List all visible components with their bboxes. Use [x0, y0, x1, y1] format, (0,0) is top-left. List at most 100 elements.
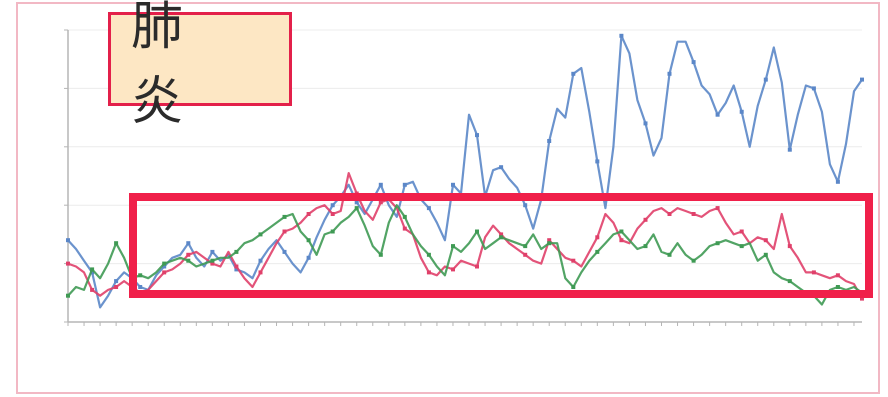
series-3-point: [571, 285, 576, 289]
series-3-point: [547, 241, 552, 246]
series-1-point: [66, 238, 70, 243]
series-2-point: [451, 267, 455, 272]
series-1-point: [475, 133, 479, 138]
series-3-point: [667, 252, 672, 257]
series-3-point: [114, 241, 119, 246]
series-2-point: [330, 212, 335, 216]
series-1-point: [234, 267, 239, 272]
series-1-point: [860, 77, 864, 82]
highlight-box: [129, 193, 873, 298]
series-1-point: [811, 86, 816, 91]
series-3-point: [186, 258, 191, 263]
series-3-point: [715, 241, 720, 246]
series-2-point: [571, 258, 576, 263]
series-1-point: [595, 159, 600, 164]
series-3-point: [258, 232, 263, 237]
series-3-point: [643, 244, 648, 249]
series-1-point: [739, 109, 744, 114]
series-1-point: [378, 182, 383, 187]
series-2-point: [715, 206, 720, 211]
series-2-point: [210, 261, 215, 266]
series-3-point: [523, 244, 528, 249]
series-2-point: [306, 212, 311, 216]
series-2-point: [691, 212, 696, 216]
series-3-point: [234, 249, 239, 254]
series-1-point: [426, 206, 431, 211]
series-3-point: [138, 273, 143, 278]
series-line-3: [67, 204, 863, 306]
series-1-point: [547, 139, 552, 143]
series-1-point: [162, 264, 167, 269]
series-1-point: [186, 241, 191, 246]
title-box: 肺 炎: [108, 0, 292, 132]
series-2-point: [66, 261, 70, 266]
series-2-point: [234, 264, 239, 269]
series-2-point: [763, 238, 768, 243]
series-3-point: [595, 249, 600, 254]
series-3-point: [619, 229, 624, 234]
series-1-point: [114, 279, 119, 284]
series-3-point: [763, 252, 768, 257]
series-2-point: [186, 252, 191, 257]
series-1-point: [451, 182, 455, 187]
series-2-point: [739, 229, 744, 234]
series-2-point: [475, 264, 479, 269]
series-2-point: [402, 226, 407, 231]
series-lines: [66, 33, 864, 309]
chart-title: 肺 炎: [131, 0, 204, 132]
series-1-point: [306, 255, 311, 260]
series-2-point: [667, 212, 672, 216]
series-3-point: [162, 261, 167, 266]
series-line-2: [67, 172, 863, 300]
series-3-point: [835, 285, 840, 289]
series-3-point: [90, 267, 95, 272]
series-3-point: [787, 279, 792, 284]
series-1-point: [571, 71, 576, 76]
series-1-point: [402, 182, 407, 187]
series-1-point: [667, 71, 672, 76]
series-1-point: [835, 179, 840, 184]
series-3-point: [499, 235, 504, 240]
series-2-point: [499, 232, 504, 237]
series-1-point: [619, 33, 624, 38]
axes: [64, 29, 862, 326]
series-1-point: [210, 249, 215, 254]
series-3-point: [378, 252, 383, 257]
series-1-point: [354, 200, 359, 205]
series-3-point: [66, 293, 70, 298]
series-2-point: [282, 229, 287, 234]
series-1-point: [138, 285, 143, 289]
series-1-point: [330, 203, 335, 208]
series-2-point: [523, 252, 528, 257]
series-1-point: [787, 147, 792, 152]
series-3-point: [475, 229, 479, 234]
series-2-point: [643, 217, 648, 222]
series-3-point: [691, 258, 696, 263]
series-2-point: [595, 235, 600, 240]
series-1-point: [643, 121, 648, 126]
series-3-point: [426, 252, 431, 257]
series-1-point: [258, 258, 263, 263]
series-2-point: [114, 285, 119, 289]
series-2-point: [90, 287, 95, 292]
series-1-point: [523, 203, 528, 208]
series-2-point: [547, 238, 552, 243]
series-1-point: [90, 270, 95, 275]
series-3-point: [330, 229, 335, 234]
series-2-point: [619, 238, 624, 243]
series-3-point: [739, 244, 744, 249]
series-3-point: [451, 244, 455, 249]
series-2-point: [787, 244, 792, 249]
series-2-point: [426, 270, 431, 275]
series-3-point: [402, 214, 407, 219]
series-1-point: [499, 165, 504, 170]
series-3-point: [210, 258, 215, 263]
series-3-point: [306, 238, 311, 243]
series-1-point: [691, 60, 696, 65]
series-2-point: [811, 270, 816, 275]
series-2-point: [835, 273, 840, 278]
series-2-point: [258, 270, 263, 275]
series-1-point: [715, 112, 720, 117]
series-2-point: [162, 270, 167, 275]
